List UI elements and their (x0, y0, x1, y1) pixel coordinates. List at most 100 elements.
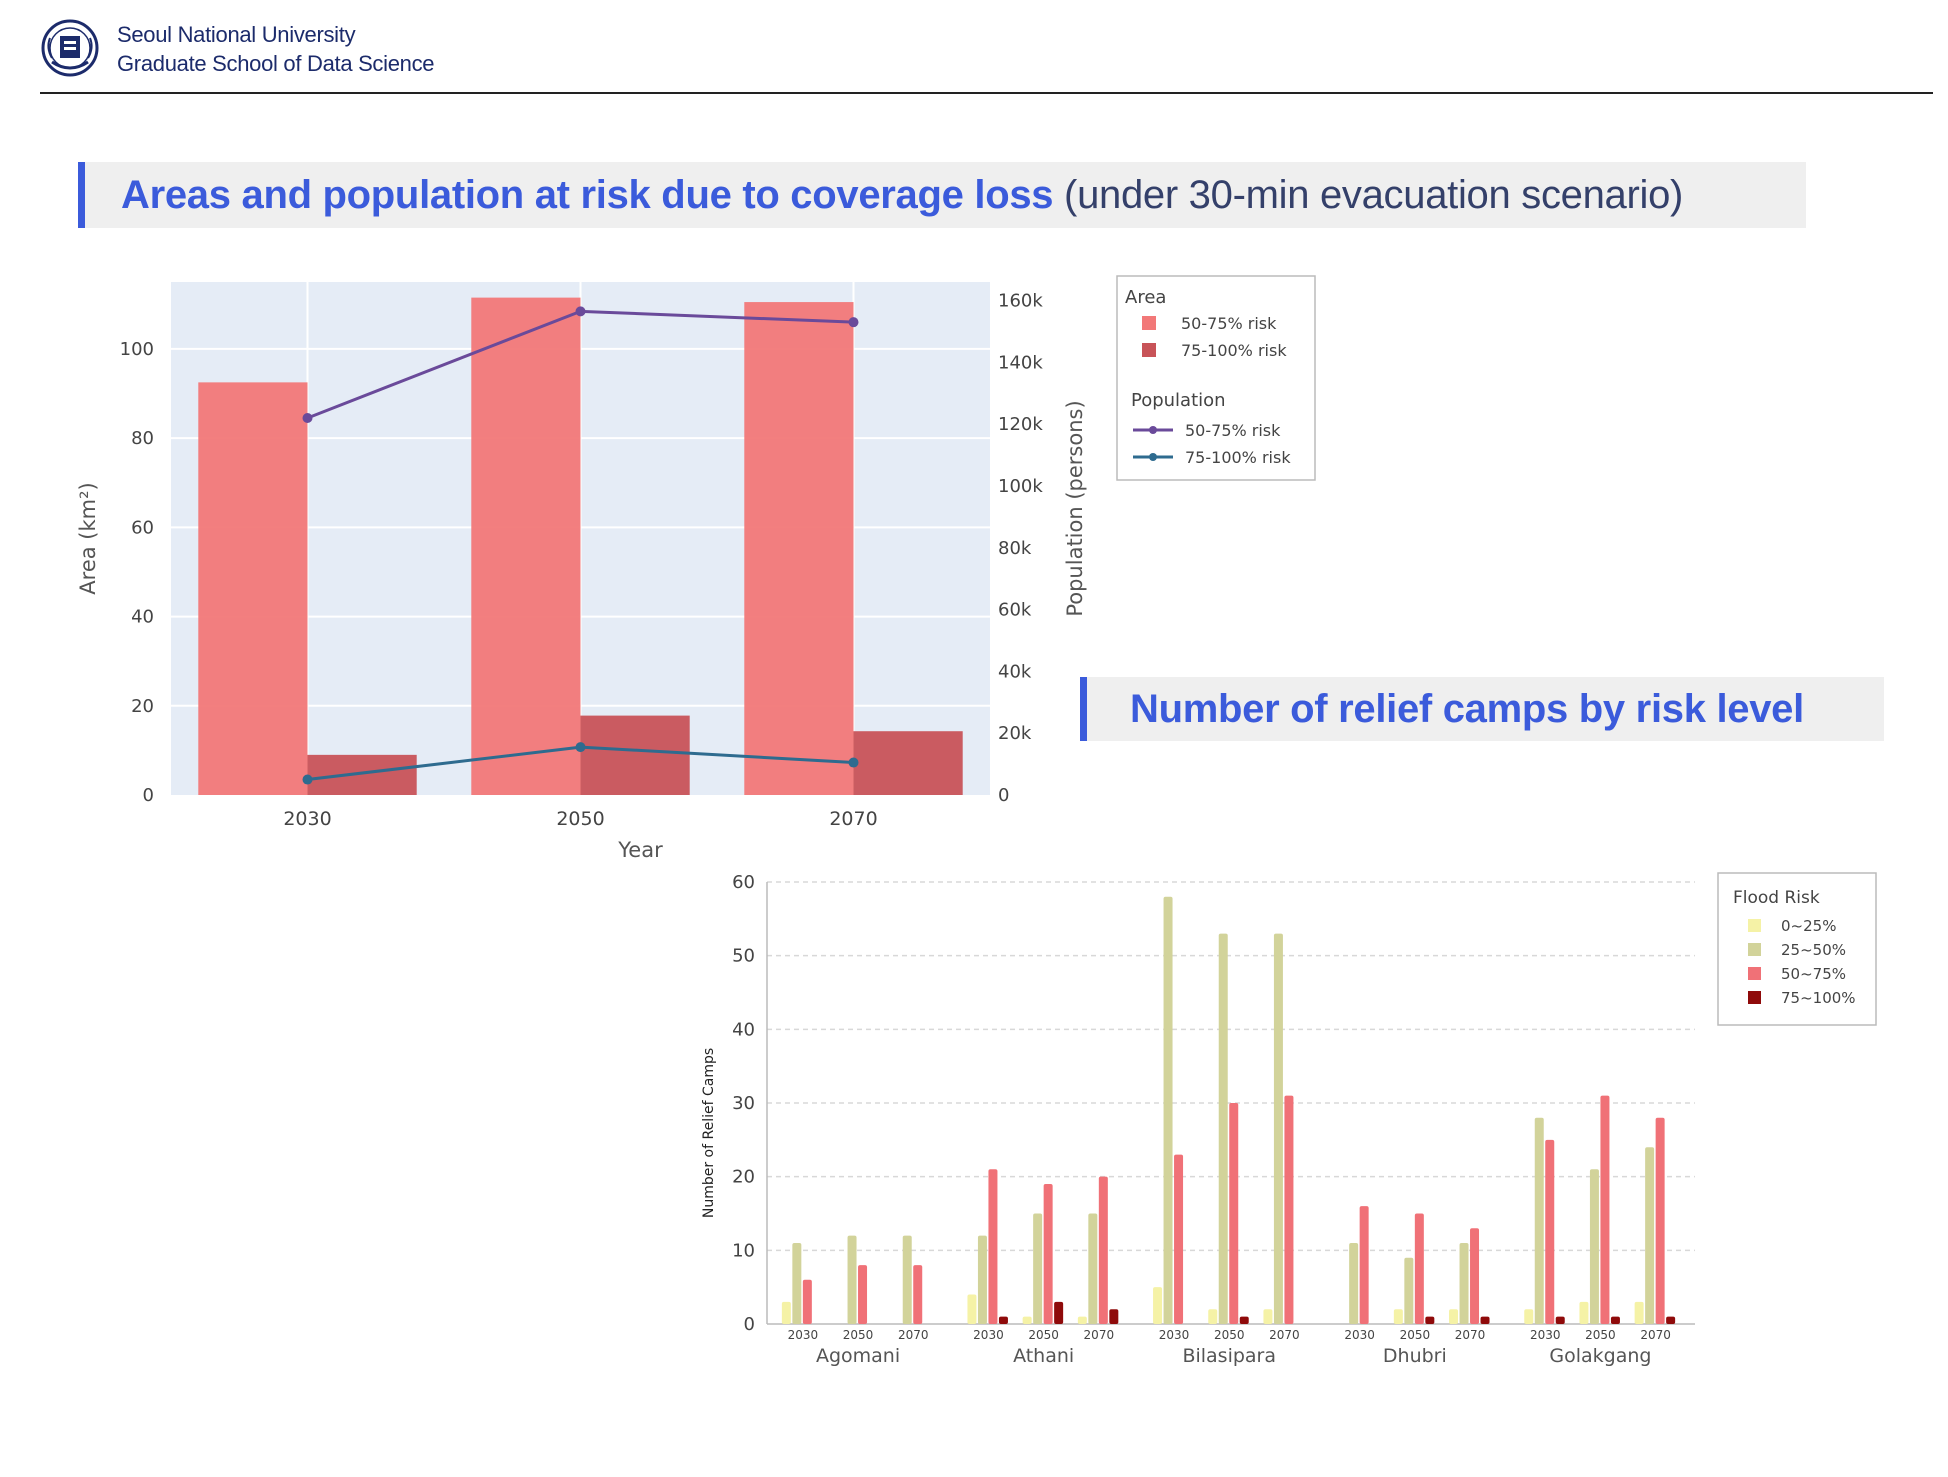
bar-camps (1022, 1316, 1032, 1324)
legend-swatch (1748, 919, 1761, 932)
bar-camps (1153, 1287, 1163, 1324)
section-title-relief-camps: Number of relief camps by risk level (1080, 677, 1884, 741)
bar-camps (1414, 1213, 1424, 1324)
bar-area-50-75 (744, 302, 854, 795)
y-tick-label: 0 (143, 785, 154, 806)
legend-label: 25~50% (1781, 941, 1846, 959)
bar-area-75-100 (853, 731, 963, 795)
bar-camps (1043, 1184, 1053, 1324)
bar-camps (1163, 896, 1173, 1324)
bar-camps (792, 1242, 802, 1324)
line-point (848, 757, 859, 768)
bar-camps (1284, 1095, 1294, 1324)
x-year-label: 2070 (1455, 1328, 1486, 1342)
university-name: Seoul National University (117, 22, 356, 47)
bar-camps (1600, 1095, 1610, 1324)
legend-swatch (1748, 943, 1761, 956)
y-tick-label: 80 (131, 428, 154, 449)
bar-camps (1534, 1117, 1544, 1324)
y2-tick-label: 80k (998, 538, 1032, 559)
x-year-label: 2050 (1214, 1328, 1245, 1342)
bar-camps (847, 1235, 857, 1324)
bar-camps (1088, 1213, 1098, 1324)
bar-camps (1077, 1316, 1087, 1324)
bar-camps (1470, 1228, 1480, 1324)
x-year-label: 2050 (1028, 1328, 1059, 1342)
bar-camps (1524, 1309, 1534, 1324)
title-accent-bar (78, 162, 85, 228)
legend-label: 50~75% (1781, 965, 1846, 983)
x-year-label: 2070 (898, 1328, 929, 1342)
bar-camps (1655, 1117, 1665, 1324)
bar-camps (1545, 1139, 1555, 1324)
y2-tick-label: 160k (998, 291, 1043, 312)
bar-camps (1098, 1176, 1108, 1324)
bar-area-50-75 (198, 382, 308, 795)
y2-tick-label: 100k (998, 476, 1043, 497)
bar-camps (1174, 1154, 1184, 1324)
legend-frame (1717, 872, 1877, 1026)
bar-camps (1480, 1316, 1490, 1324)
bar-camps (1054, 1301, 1064, 1324)
legend-marker (1149, 453, 1157, 461)
bar-area-75-100 (307, 754, 417, 795)
y2-tick-label: 40k (998, 661, 1032, 682)
line-point (575, 742, 586, 753)
bar-camps (1239, 1316, 1249, 1324)
y-tick-label: 20 (732, 1167, 755, 1188)
legend-label: 50-75% risk (1181, 314, 1277, 333)
y-tick-label: 100 (120, 339, 154, 360)
y-axis-title: Number of Relief Camps (701, 1048, 717, 1218)
section-title-risk-areas: Areas and population at risk due to cove… (78, 162, 1806, 228)
bar-camps (1425, 1316, 1435, 1324)
x-year-label: 2070 (1084, 1328, 1115, 1342)
x-year-label: 2070 (1640, 1328, 1671, 1342)
line-point (302, 774, 313, 785)
bar-camps (1666, 1316, 1676, 1324)
legend-swatch (1748, 967, 1761, 980)
legend-swatch (1142, 343, 1156, 357)
x-year-label: 2050 (1400, 1328, 1431, 1342)
y-tick-label: 40 (732, 1019, 755, 1040)
legend-label: 50-75% risk (1185, 421, 1281, 440)
x-year-label: 2030 (1344, 1328, 1375, 1342)
chart-legend: Flood Risk 0~25% 25~50% 50~75% 75~100% (1717, 872, 1877, 1026)
x-year-label: 2030 (973, 1328, 1004, 1342)
y-tick-label: 50 (732, 946, 755, 967)
bar-area-50-75 (471, 297, 581, 795)
bar-camps (1459, 1242, 1469, 1324)
bar-camps (1109, 1309, 1119, 1324)
bar-camps (967, 1294, 977, 1324)
legend-title: Flood Risk (1733, 888, 1820, 908)
bar-camps (1273, 933, 1283, 1324)
bar-camps (1263, 1309, 1273, 1324)
x-axis-title: Year (617, 838, 663, 862)
bar-camps (1033, 1213, 1043, 1324)
x-group-label: Athani (1013, 1345, 1074, 1367)
legend-marker (1149, 426, 1157, 434)
y-tick-label: 60 (732, 872, 755, 893)
x-year-label: 2050 (843, 1328, 874, 1342)
legend-group-title: Population (1131, 390, 1226, 411)
bar-camps (1218, 933, 1228, 1324)
legend-group-title: Area (1125, 287, 1166, 308)
x-group-label: Agomani (816, 1345, 900, 1367)
y-tick-label: 20 (131, 696, 154, 717)
legend-swatch (1142, 316, 1156, 330)
bar-camps (781, 1301, 791, 1324)
school-name: Graduate School of Data Science (117, 51, 435, 76)
bar-camps (1645, 1147, 1655, 1324)
page-header: Seoul National University Graduate Schoo… (40, 18, 1933, 94)
legend-label: 75-100% risk (1185, 448, 1291, 467)
y-tick-label: 60 (131, 517, 154, 538)
bar-camps (1229, 1103, 1239, 1324)
x-year-label: 2030 (788, 1328, 819, 1342)
line-point (575, 306, 586, 317)
bar-camps (1634, 1301, 1644, 1324)
legend-label: 75~100% (1781, 989, 1856, 1007)
bar-camps (1610, 1316, 1620, 1324)
y-tick-label: 0 (744, 1314, 755, 1335)
bar-camps (988, 1169, 998, 1324)
x-group-label: Bilasipara (1182, 1345, 1276, 1367)
